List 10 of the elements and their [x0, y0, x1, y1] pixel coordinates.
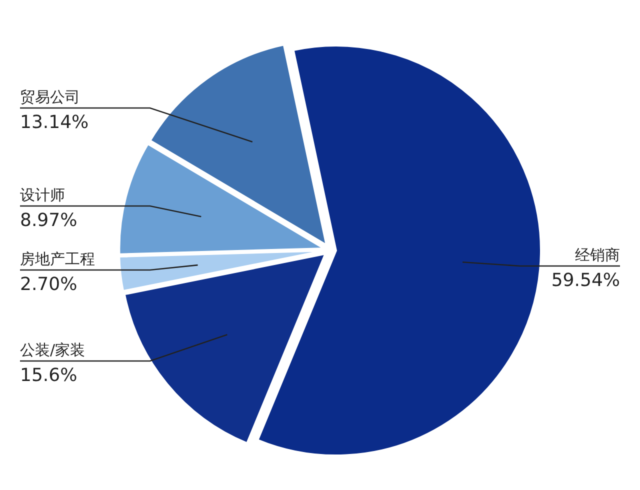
data-label: 15.6% [20, 365, 78, 386]
slice-label: 公装/家装 [20, 341, 86, 359]
data-label: 59.54% [551, 270, 620, 291]
slice-label: 设计师 [20, 186, 65, 204]
slice-label: 经销商 [575, 246, 620, 264]
data-label: 2.70% [20, 274, 78, 295]
data-label: 13.14% [20, 112, 89, 133]
data-label: 8.97% [20, 210, 78, 231]
slice-label: 贸易公司 [20, 88, 80, 106]
slice-label: 房地产工程 [20, 250, 95, 268]
